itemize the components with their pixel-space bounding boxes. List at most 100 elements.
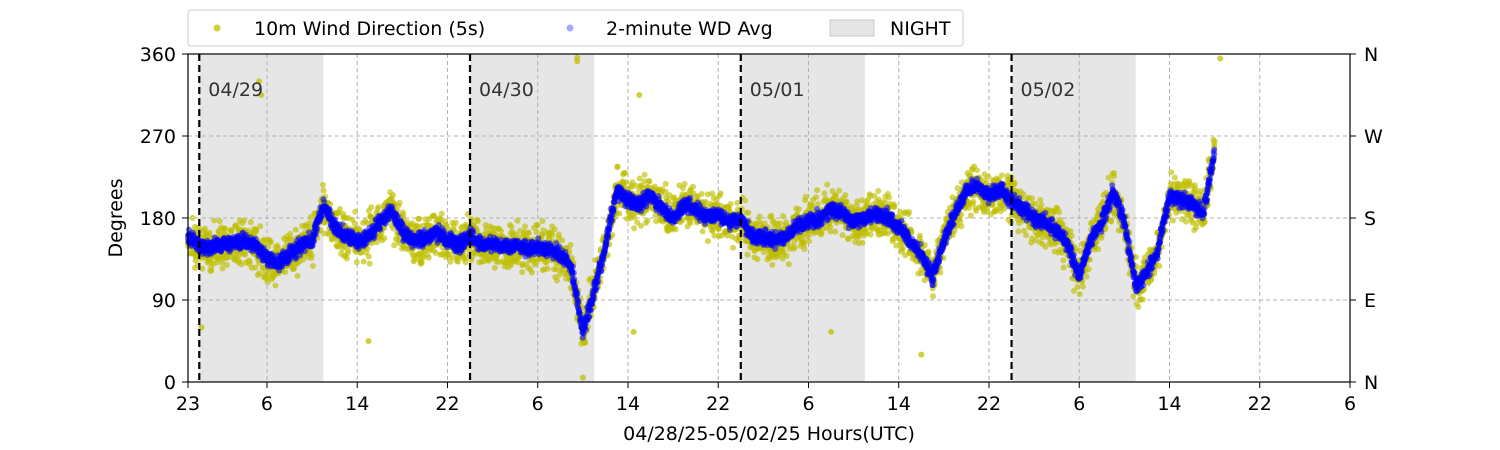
raw-point: [189, 214, 196, 221]
avg-point: [328, 211, 335, 218]
raw-point: [1038, 201, 1045, 208]
raw-point: [646, 178, 653, 185]
raw-point: [521, 223, 528, 230]
raw-point: [534, 222, 541, 229]
raw-point: [1135, 303, 1142, 310]
raw-point: [438, 210, 445, 217]
raw-point: [206, 229, 213, 236]
raw-point: [201, 225, 208, 232]
raw-point: [791, 244, 798, 251]
raw-point: [875, 187, 882, 194]
raw-point: [843, 199, 850, 206]
raw-point: [637, 222, 644, 229]
raw-point: [1130, 293, 1137, 300]
raw-point: [1095, 246, 1102, 253]
raw-point: [418, 259, 425, 266]
raw-point: [1079, 283, 1086, 290]
raw-point: [796, 206, 803, 213]
raw-point: [447, 258, 454, 265]
raw-point: [623, 179, 630, 186]
raw-point: [539, 218, 546, 225]
raw-point: [906, 208, 913, 215]
raw-point: [916, 232, 923, 239]
raw-point: [375, 204, 382, 211]
avg-point: [301, 248, 308, 255]
raw-point: [351, 220, 358, 227]
raw-point: [1111, 169, 1118, 176]
raw-point: [247, 219, 254, 226]
raw-point: [498, 227, 505, 234]
raw-point: [533, 259, 540, 266]
raw-point: [219, 265, 226, 272]
raw-point: [1023, 232, 1030, 239]
raw-point: [672, 226, 679, 233]
raw-point: [985, 173, 992, 180]
raw-point: [223, 261, 230, 268]
raw-point: [814, 187, 821, 194]
raw-point: [636, 92, 643, 98]
raw-point: [549, 232, 556, 239]
raw-point: [343, 255, 350, 262]
raw-point: [238, 261, 245, 268]
raw-point: [360, 258, 367, 265]
raw-point: [462, 259, 469, 266]
raw-point: [544, 265, 551, 272]
raw-point: [292, 226, 299, 233]
raw-point: [381, 235, 388, 242]
raw-point: [1060, 264, 1067, 271]
raw-point: [698, 190, 705, 197]
raw-point: [272, 282, 279, 289]
raw-point: [252, 264, 259, 271]
raw-point: [257, 223, 264, 230]
raw-point: [368, 204, 375, 211]
raw-point: [579, 374, 586, 381]
raw-point: [555, 231, 562, 238]
raw-point: [742, 197, 749, 204]
raw-point: [730, 244, 737, 251]
raw-point: [699, 228, 706, 235]
raw-point: [443, 222, 450, 229]
raw-point: [432, 249, 439, 256]
raw-point: [1015, 228, 1022, 235]
raw-point: [543, 259, 550, 266]
raw-point: [559, 237, 566, 244]
raw-point: [769, 261, 776, 268]
raw-point: [802, 193, 809, 200]
raw-point: [533, 229, 540, 236]
raw-point: [681, 180, 688, 187]
raw-point: [308, 255, 315, 262]
raw-point: [353, 259, 360, 266]
raw-point: [967, 212, 974, 219]
raw-point: [614, 164, 621, 171]
raw-point: [998, 172, 1005, 179]
raw-point: [806, 238, 813, 245]
raw-point: [886, 194, 893, 201]
raw-point: [859, 239, 866, 246]
raw-point: [574, 54, 581, 61]
raw-point: [514, 217, 521, 224]
raw-point: [1171, 174, 1178, 181]
raw-point: [891, 203, 898, 210]
raw-point: [309, 262, 316, 269]
avg-point: [377, 226, 384, 233]
raw-point: [525, 229, 532, 236]
raw-point: [1085, 266, 1092, 273]
raw-point: [491, 264, 498, 271]
raw-point: [813, 194, 820, 201]
raw-point: [391, 242, 398, 249]
raw-point: [1217, 55, 1224, 62]
raw-point: [824, 181, 831, 188]
raw-point: [641, 171, 648, 178]
raw-point: [551, 226, 558, 233]
raw-point: [519, 269, 526, 276]
raw-point: [199, 265, 206, 272]
raw-point: [320, 187, 327, 194]
raw-point: [727, 201, 734, 208]
raw-point: [1182, 218, 1189, 225]
raw-point: [925, 248, 932, 255]
raw-point: [754, 256, 761, 263]
raw-point: [644, 217, 651, 224]
raw-point: [631, 225, 638, 232]
raw-point: [783, 253, 790, 260]
